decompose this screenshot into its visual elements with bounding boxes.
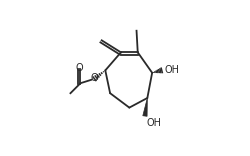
Text: OH: OH [164, 65, 180, 75]
Polygon shape [143, 98, 147, 116]
Text: O: O [91, 73, 98, 83]
Text: OH: OH [146, 118, 162, 128]
Text: O: O [76, 63, 83, 73]
